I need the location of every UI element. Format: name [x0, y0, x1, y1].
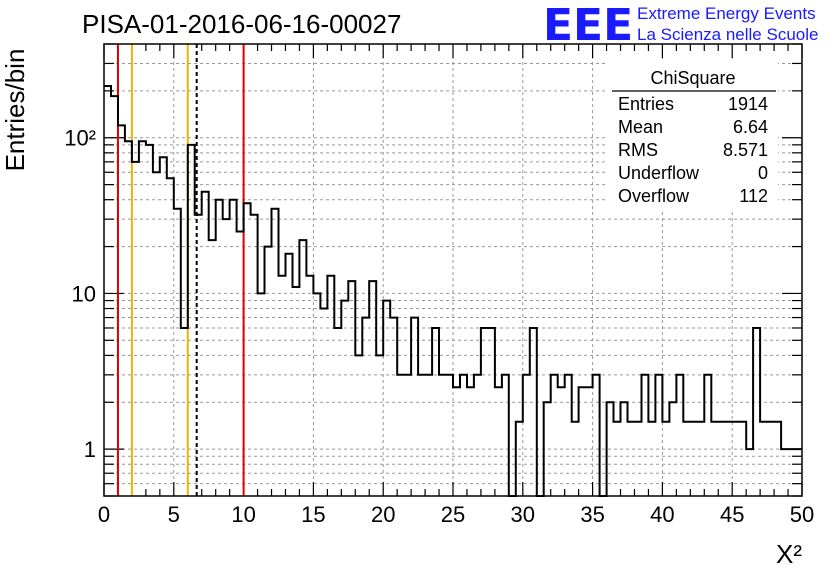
- y-axis-label: Entries/bin: [0, 49, 30, 172]
- x-tick-label: 30: [511, 502, 535, 527]
- y-tick-label: 10: [72, 281, 96, 306]
- stats-box: ChiSquare Entries 1914 Mean 6.64 RMS 8.5…: [608, 60, 778, 210]
- stats-value-rms: 8.571: [723, 140, 768, 160]
- stats-label-rms: RMS: [618, 140, 658, 160]
- brand-line-1: Extreme Energy Events: [637, 4, 816, 23]
- x-tick-label: 0: [98, 502, 110, 527]
- stats-value-overflow: 112: [739, 186, 768, 206]
- y-tick-label: 10²: [64, 126, 96, 151]
- plot-frame: [103, 43, 803, 497]
- brand-logo-group: EEE Extreme Energy Events La Scienza nel…: [543, 0, 818, 51]
- y-tick-label: 1: [84, 437, 96, 462]
- x-tick-label: 50: [790, 502, 814, 527]
- stats-title: ChiSquare: [650, 68, 735, 88]
- stats-label-underflow: Underflow: [618, 163, 700, 183]
- brand-line-2: La Scienza nelle Scuole: [637, 25, 818, 44]
- stats-label-entries: Entries: [618, 94, 674, 114]
- stats-value-entries: 1914: [728, 94, 768, 114]
- x-tick-label: 10: [231, 502, 255, 527]
- x-tick-label: 25: [441, 502, 465, 527]
- brand-logo: EEE: [543, 0, 633, 51]
- chart-title: PISA-01-2016-06-16-00027: [82, 9, 401, 39]
- stats-box-bg: [608, 60, 778, 210]
- x-tick-label: 40: [650, 502, 674, 527]
- stats-value-mean: 6.64: [733, 117, 768, 137]
- x-tick-label: 45: [720, 502, 744, 527]
- x-tick-labels: 0 5 10 15 20 25 30 35 40 45 50: [98, 502, 814, 527]
- stats-label-overflow: Overflow: [618, 186, 690, 206]
- y-tick-labels: 1 10 10²: [64, 126, 96, 462]
- x-tick-label: 15: [301, 502, 325, 527]
- x-tick-label: 5: [168, 502, 180, 527]
- x-tick-label: 20: [371, 502, 395, 527]
- x-tick-label: 35: [580, 502, 604, 527]
- stats-label-mean: Mean: [618, 117, 663, 137]
- histogram-line: [104, 85, 802, 497]
- x-axis-label: X²: [776, 539, 802, 569]
- stats-value-underflow: 0: [758, 163, 768, 183]
